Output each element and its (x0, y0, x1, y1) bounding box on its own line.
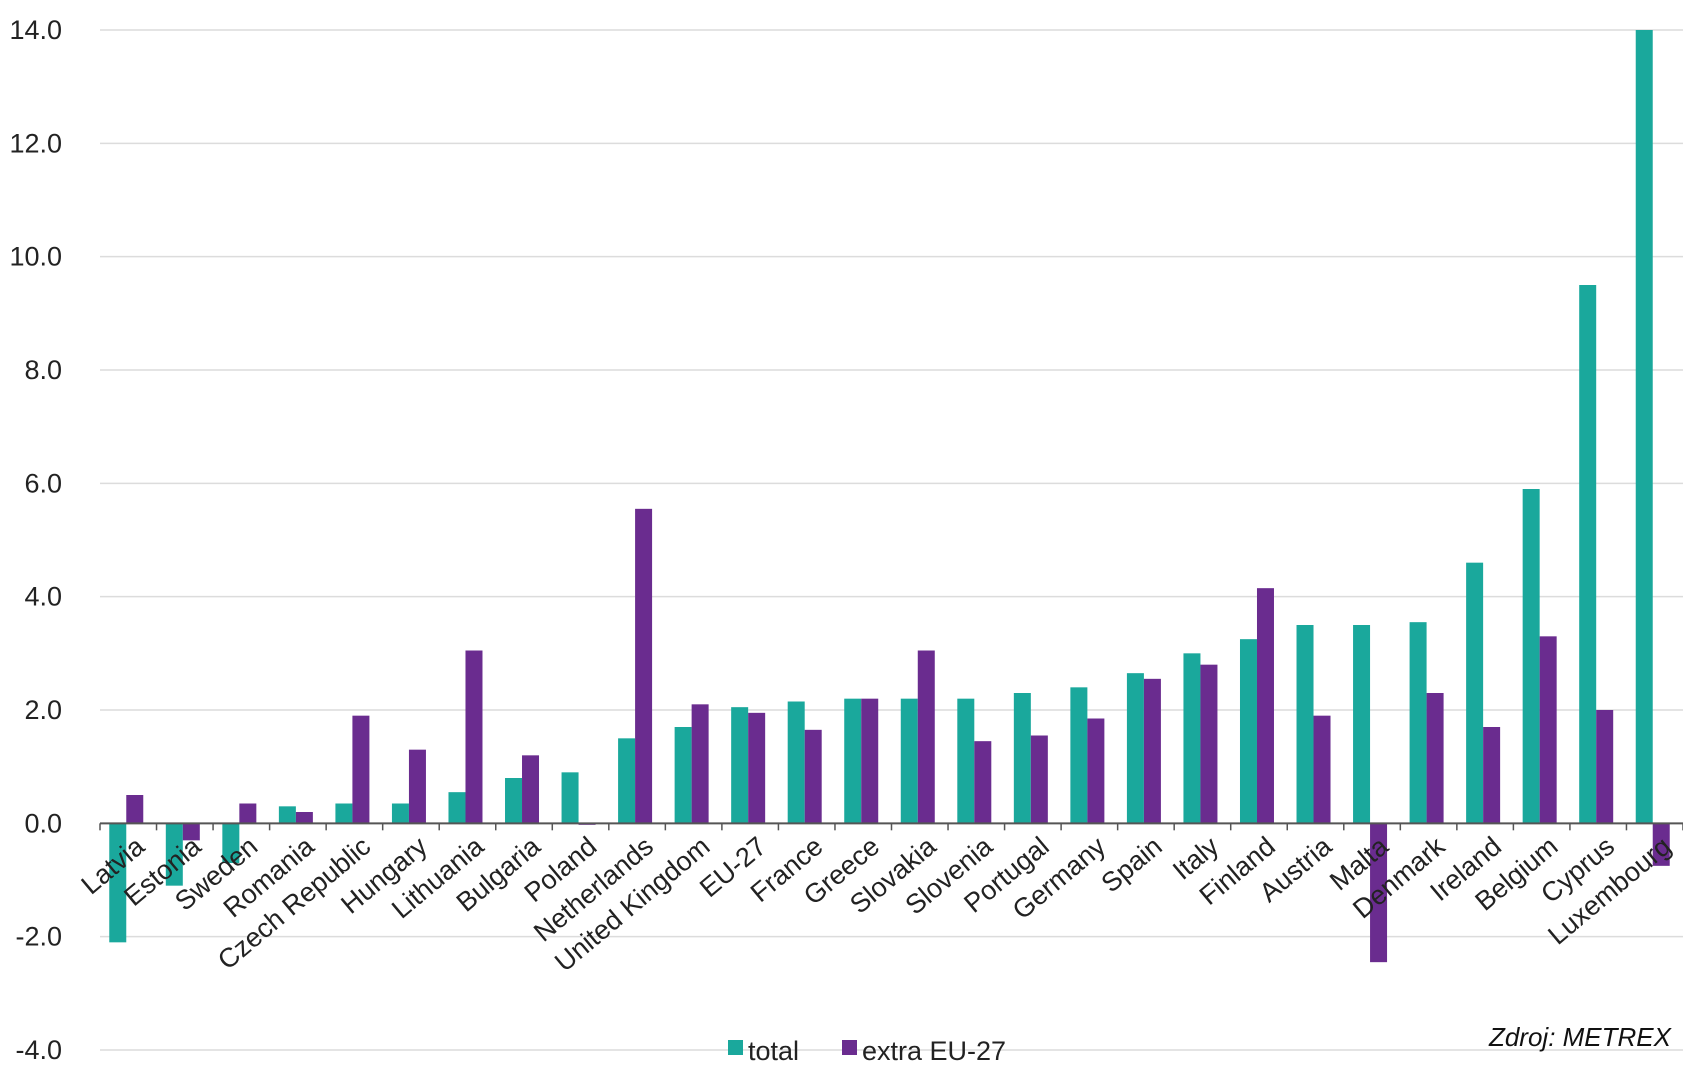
y-tick-label: 6.0 (24, 468, 62, 498)
bar-extra-eu27 (1652, 823, 1670, 866)
y-tick-label: -2.0 (15, 922, 62, 952)
bar-extra-eu27 (352, 715, 370, 824)
bar-total (1296, 625, 1314, 824)
bar-total (1013, 693, 1031, 824)
bar-total (674, 727, 692, 824)
bar-extra-eu27 (1087, 718, 1105, 824)
bars (109, 30, 1670, 963)
legend-label: total (748, 1036, 799, 1066)
bar-total (1635, 30, 1653, 824)
bar-total (618, 738, 636, 824)
x-axis (99, 822, 1683, 831)
bar-extra-eu27 (691, 704, 709, 824)
bar-extra-eu27 (126, 795, 144, 824)
bar-total (844, 698, 862, 824)
legend-swatch (728, 1040, 743, 1055)
source-label: Zdroj: METREX (1488, 1022, 1671, 1052)
bar-total (278, 806, 296, 824)
x-tick-label: Spain (1096, 831, 1168, 898)
bar-total (957, 698, 975, 824)
bar-extra-eu27 (182, 823, 200, 841)
gridlines (100, 29, 1683, 1051)
y-tick-label: 12.0 (9, 128, 62, 158)
bar-total (391, 803, 409, 824)
bar-total (1466, 562, 1484, 824)
y-axis-ticks: 14.0 12.0 10.0 8.0 6.0 4.0 2.0 0.0 -2.0 -4.0 (9, 15, 62, 1065)
bar-extra-eu27 (1256, 588, 1274, 824)
bar-extra-eu27 (408, 749, 426, 824)
bar-total (787, 701, 805, 824)
bar-total (335, 803, 353, 824)
bar-extra-eu27 (1313, 715, 1331, 824)
bar-total (1579, 285, 1597, 824)
legend: total extra EU-27 (728, 1036, 1006, 1066)
bar-total (1126, 673, 1144, 824)
y-tick-label: 14.0 (9, 15, 62, 45)
bar-extra-eu27 (861, 698, 879, 824)
bar-extra-eu27 (748, 712, 766, 824)
bar-extra-eu27 (1596, 710, 1614, 824)
bar-total (505, 778, 523, 824)
bar-total (900, 698, 918, 824)
y-tick-label: -4.0 (15, 1035, 62, 1065)
bar-extra-eu27 (295, 812, 313, 824)
legend-swatch (842, 1040, 857, 1055)
bar-extra-eu27 (1426, 693, 1444, 824)
bar-extra-eu27 (1143, 678, 1161, 824)
bar-total (561, 772, 579, 824)
bar-extra-eu27 (1539, 636, 1557, 824)
bar-total (731, 707, 749, 824)
bar-extra-eu27 (465, 650, 483, 824)
bar-total (165, 823, 183, 886)
bar-total (1183, 653, 1201, 824)
bar-extra-eu27 (522, 755, 540, 824)
bar-extra-eu27 (239, 803, 257, 824)
bar-total (1070, 687, 1088, 824)
bar-total (448, 792, 466, 824)
bar-extra-eu27 (635, 508, 653, 824)
bar-extra-eu27 (804, 729, 822, 824)
bar-total (1353, 625, 1371, 824)
bar-extra-eu27 (1483, 727, 1501, 824)
legend-label: extra EU-27 (862, 1036, 1006, 1066)
bar-extra-eu27 (1370, 823, 1388, 963)
bar-total (1409, 622, 1427, 824)
y-tick-label: 4.0 (24, 582, 62, 612)
bar-total (1522, 489, 1540, 824)
bar-extra-eu27 (1200, 664, 1218, 824)
bar-total (109, 823, 127, 943)
bar-extra-eu27 (974, 741, 992, 824)
y-tick-label: 2.0 (24, 695, 62, 725)
y-tick-label: 10.0 (9, 242, 62, 272)
bar-total (222, 823, 240, 863)
bar-total (1239, 639, 1257, 824)
y-tick-label: 8.0 (24, 355, 62, 385)
y-tick-label: 0.0 (24, 808, 62, 838)
bar-extra-eu27 (1030, 735, 1048, 824)
bar-extra-eu27 (917, 650, 935, 824)
